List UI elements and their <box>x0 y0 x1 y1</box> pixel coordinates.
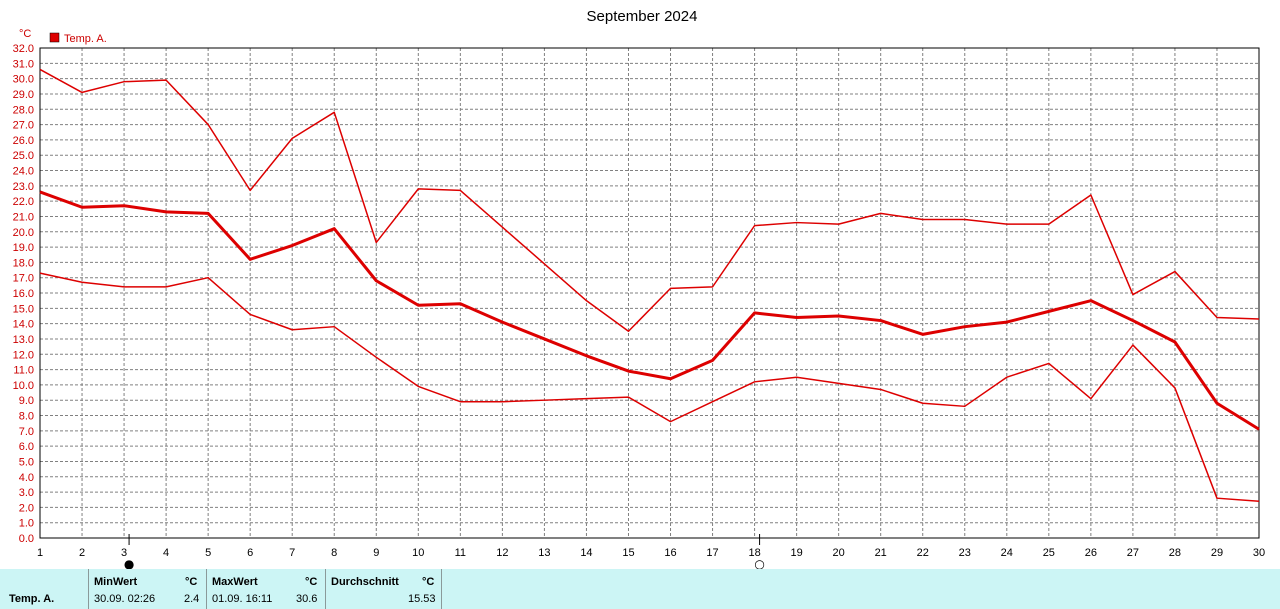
x-tick-label: 20 <box>833 547 845 559</box>
y-tick-label: 3.0 <box>19 487 34 499</box>
y-tick-label: 10.0 <box>13 380 34 392</box>
max-value-cell: MaxWert °C 01.09. 16:11 30.6 <box>206 569 325 609</box>
x-tick-label: 21 <box>875 547 887 559</box>
x-tick-label: 24 <box>1001 547 1013 559</box>
y-tick-label: 1.0 <box>19 518 34 530</box>
avg-title: Durchschnitt <box>331 576 399 588</box>
x-tick-label: 13 <box>538 547 550 559</box>
y-tick-label: 32.0 <box>13 43 34 55</box>
y-tick-label: 2.0 <box>19 502 34 514</box>
y-tick-label: 23.0 <box>13 181 34 193</box>
avg-unit: °C <box>422 576 435 588</box>
x-tick-label: 1 <box>37 547 43 559</box>
y-tick-label: 26.0 <box>13 135 34 147</box>
y-tick-label: 15.0 <box>13 303 34 315</box>
x-tick-label: 7 <box>289 547 295 559</box>
y-tick-label: 30.0 <box>13 74 34 86</box>
temperature-line <box>39 272 1260 502</box>
min-title: MinWert <box>94 576 138 588</box>
y-tick-label: 25.0 <box>13 150 34 162</box>
y-tick-label: 11.0 <box>13 365 34 377</box>
x-tick-label: 29 <box>1211 547 1223 559</box>
max-unit: °C <box>305 576 318 588</box>
x-tick-label: 6 <box>247 547 253 559</box>
y-tick-label: 29.0 <box>13 89 34 101</box>
temperature-chart: September 2024 °C Temp. A. 0.0 1.0 2.0 3.0 4… <box>13 8 1266 569</box>
min-value: 2.4 <box>184 593 200 605</box>
average-value-cell: Durchschnitt °C 15.53 <box>325 569 442 609</box>
moon-phase-icon: ○ <box>754 557 764 569</box>
x-tick-label: 9 <box>373 547 379 559</box>
y-axis-unit: °C <box>19 28 31 40</box>
x-tick-label: 19 <box>790 547 802 559</box>
x-tick-label: 18 <box>748 547 760 559</box>
grid <box>40 48 1259 538</box>
y-tick-label: 12.0 <box>13 349 34 361</box>
y-tick-label: 19.0 <box>13 242 34 254</box>
legend-label: Temp. A. <box>64 33 107 45</box>
x-tick-label: 15 <box>622 547 634 559</box>
x-tick-label: 14 <box>580 547 592 559</box>
x-tick-label: 25 <box>1043 547 1055 559</box>
x-tick-label: 8 <box>331 547 337 559</box>
moon-phase-icon: ● <box>124 557 134 569</box>
y-tick-label: 27.0 <box>13 120 34 132</box>
x-tick-label: 28 <box>1169 547 1181 559</box>
y-tick-label: 7.0 <box>19 426 34 438</box>
x-tick-label: 30 <box>1253 547 1265 559</box>
y-tick-label: 6.0 <box>19 441 34 453</box>
y-tick-label: 8.0 <box>19 411 34 423</box>
chart-title: September 2024 <box>587 8 698 25</box>
y-tick-label: 18.0 <box>13 257 34 269</box>
y-tick-label: 22.0 <box>13 196 34 208</box>
x-tick-label: 16 <box>664 547 676 559</box>
y-tick-label: 20.0 <box>13 227 34 239</box>
x-tick-label: 11 <box>455 547 466 559</box>
moon-markers: ● ○ <box>124 534 765 569</box>
axes: 0.01.02.03.04.05.06.07.08.09.010.011.012… <box>13 43 1266 559</box>
max-when: 01.09. 16:11 <box>212 593 273 605</box>
x-tick-label: 27 <box>1127 547 1139 559</box>
y-tick-label: 4.0 <box>19 472 34 484</box>
x-tick-label: 17 <box>706 547 718 559</box>
y-tick-label: 16.0 <box>13 288 34 300</box>
temperature-line <box>39 68 1260 333</box>
y-tick-label: 13.0 <box>13 334 34 346</box>
stats-series-label: Temp. A. <box>9 593 55 605</box>
min-when: 30.09. 02:26 <box>94 593 156 605</box>
y-tick-label: 0.0 <box>19 533 34 545</box>
y-tick-label: 9.0 <box>19 395 34 407</box>
plot-frame <box>39 47 1260 539</box>
y-tick-label: 14.0 <box>13 319 34 331</box>
y-tick-label: 24.0 <box>13 166 34 178</box>
x-tick-label: 22 <box>917 547 929 559</box>
x-tick-label: 3 <box>121 547 127 559</box>
min-unit: °C <box>185 576 198 588</box>
x-tick-label: 4 <box>163 547 169 559</box>
series-lines <box>39 68 1260 502</box>
y-tick-label: 5.0 <box>19 456 34 468</box>
y-tick-label: 31.0 <box>13 58 34 70</box>
y-tick-label: 17.0 <box>13 273 34 285</box>
max-value: 30.6 <box>296 593 318 605</box>
x-tick-label: 5 <box>205 547 211 559</box>
y-tick-label: 21.0 <box>13 211 34 223</box>
y-tick-label: 28.0 <box>13 104 34 116</box>
legend-swatch <box>49 32 60 43</box>
x-tick-label: 2 <box>79 547 85 559</box>
statistics-bar: Temp. A. MinWert °C 30.09. 02:26 2.4 Max… <box>0 569 1280 609</box>
max-title: MaxWert <box>212 576 258 588</box>
x-tick-label: 10 <box>412 547 424 559</box>
avg-value: 15.53 <box>408 593 436 605</box>
temperature-line <box>39 190 1260 431</box>
x-tick-label: 23 <box>959 547 971 559</box>
x-tick-label: 12 <box>496 547 508 559</box>
x-tick-label: 26 <box>1085 547 1097 559</box>
min-value-cell: MinWert °C 30.09. 02:26 2.4 <box>88 569 206 609</box>
